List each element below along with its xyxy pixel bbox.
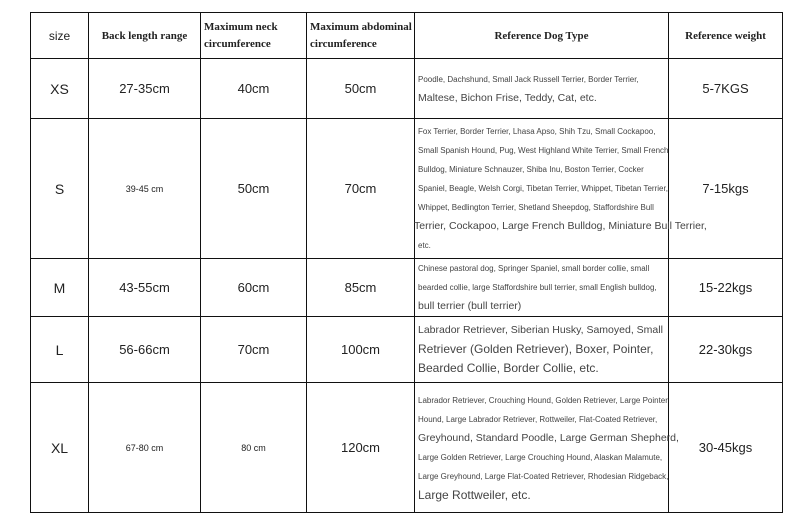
table-row: XS 27-35cm 40cm 50cm Poodle, Dachshund, Smal… <box>30 58 783 119</box>
dog-type-line: Small Spanish Hound, Pug, West Highland … <box>418 146 669 155</box>
dog-type-line: bull terrier (bull terrier) <box>418 300 522 312</box>
header-size: size <box>30 12 89 59</box>
dog-type-cell: Labrador Retriever, Siberian Husky, Samo… <box>414 316 669 383</box>
weight-cell: 15-22kgs <box>668 258 783 317</box>
dog-type-line: etc. <box>418 241 431 250</box>
dog-type-line: Maltese, Bichon Frise, Teddy, Cat, etc. <box>418 91 597 104</box>
header-dog-type: Reference Dog Type <box>414 12 669 59</box>
header-neck: Maximum neck circumference <box>200 12 307 59</box>
dog-type-line: Large Golden Retriever, Large Crouching … <box>418 452 663 462</box>
dog-type-line: Bearded Collie, Border Collie, etc. <box>418 361 599 375</box>
dog-type-line: Bulldog, Miniature Schnauzer, Shiba Inu,… <box>418 165 644 174</box>
dog-type-line: Terrier, Cockapoo, Large French Bulldog,… <box>414 220 707 232</box>
table-row: M 43-55cm 60cm 85cm Chinese pastoral dog, Sp… <box>30 258 783 317</box>
abdomen-cell: 70cm <box>306 118 415 259</box>
size-chart-table: size Back length range Maximum neck circ… <box>30 12 783 513</box>
dog-type-cell: Fox Terrier, Border Terrier, Lhasa Apso,… <box>414 118 707 259</box>
dog-type-cell: Chinese pastoral dog, Springer Spaniel, … <box>414 258 669 317</box>
dog-type-line: Labrador Retriever, Crouching Hound, Gol… <box>418 395 668 405</box>
dog-type-line: Large Greyhound, Large Flat-Coated Retri… <box>418 471 669 481</box>
neck-cell: 60cm <box>200 258 307 317</box>
abdomen-cell: 50cm <box>306 58 415 119</box>
header-abdomen: Maximum abdominal circumference <box>306 12 415 59</box>
back-length-cell: 43-55cm <box>88 258 201 317</box>
abdomen-cell: 85cm <box>306 258 415 317</box>
dog-type-line: Large Rottweiler, etc. <box>418 487 531 502</box>
neck-cell: 80 cm <box>200 382 307 513</box>
dog-type-cell: Labrador Retriever, Crouching Hound, Gol… <box>414 382 679 513</box>
dog-type-line: bearded collie, large Staffordshire bull… <box>418 283 657 292</box>
dog-type-line: Chinese pastoral dog, Springer Spaniel, … <box>418 264 650 273</box>
abdomen-cell: 120cm <box>306 382 415 513</box>
size-cell: XS <box>30 58 89 119</box>
size-cell: S <box>30 118 89 259</box>
dog-type-line: Spaniel, Beagle, Welsh Corgi, Tibetan Te… <box>418 184 668 193</box>
neck-cell: 50cm <box>200 118 307 259</box>
header-row: size Back length range Maximum neck circ… <box>30 12 783 59</box>
dog-type-line: Greyhound, Standard Poodle, Large German… <box>418 431 679 444</box>
back-length-cell: 39-45 cm <box>88 118 201 259</box>
size-cell: M <box>30 258 89 317</box>
back-length-cell: 27-35cm <box>88 58 201 119</box>
weight-cell: 5-7KGS <box>668 58 783 119</box>
table-row: L 56-66cm 70cm 100cm Labrador Retriever, Sib… <box>30 316 783 383</box>
neck-cell: 40cm <box>200 58 307 119</box>
dog-type-line: Whippet, Bedlington Terrier, Shetland Sh… <box>418 203 654 212</box>
size-cell: XL <box>30 382 89 513</box>
dog-type-line: Poodle, Dachshund, Small Jack Russell Te… <box>418 74 639 84</box>
back-length-cell: 67-80 cm <box>88 382 201 513</box>
dog-type-line: Retriever (Golden Retriever), Boxer, Poi… <box>418 342 654 356</box>
weight-cell: 30-45kgs <box>668 382 783 513</box>
dog-type-line: Labrador Retriever, Siberian Husky, Samo… <box>418 324 663 336</box>
dog-type-cell: Poodle, Dachshund, Small Jack Russell Te… <box>414 58 669 119</box>
abdomen-cell: 100cm <box>306 316 415 383</box>
neck-cell: 70cm <box>200 316 307 383</box>
table-row: S 39-45 cm 50cm 70cm Fox Terrier, Border Ter… <box>30 118 783 259</box>
header-weight: Reference weight <box>668 12 783 59</box>
weight-cell: 22-30kgs <box>668 316 783 383</box>
dog-type-line: Hound, Large Labrador Retriever, Rottwei… <box>418 414 658 424</box>
dog-type-line: Fox Terrier, Border Terrier, Lhasa Apso,… <box>418 127 656 136</box>
back-length-cell: 56-66cm <box>88 316 201 383</box>
table-row: XL 67-80 cm 80 cm 120cm Labrador Retriever, … <box>30 382 783 513</box>
weight-cell: 7-15kgs <box>668 118 783 259</box>
header-back-length: Back length range <box>88 12 201 59</box>
size-cell: L <box>30 316 89 383</box>
